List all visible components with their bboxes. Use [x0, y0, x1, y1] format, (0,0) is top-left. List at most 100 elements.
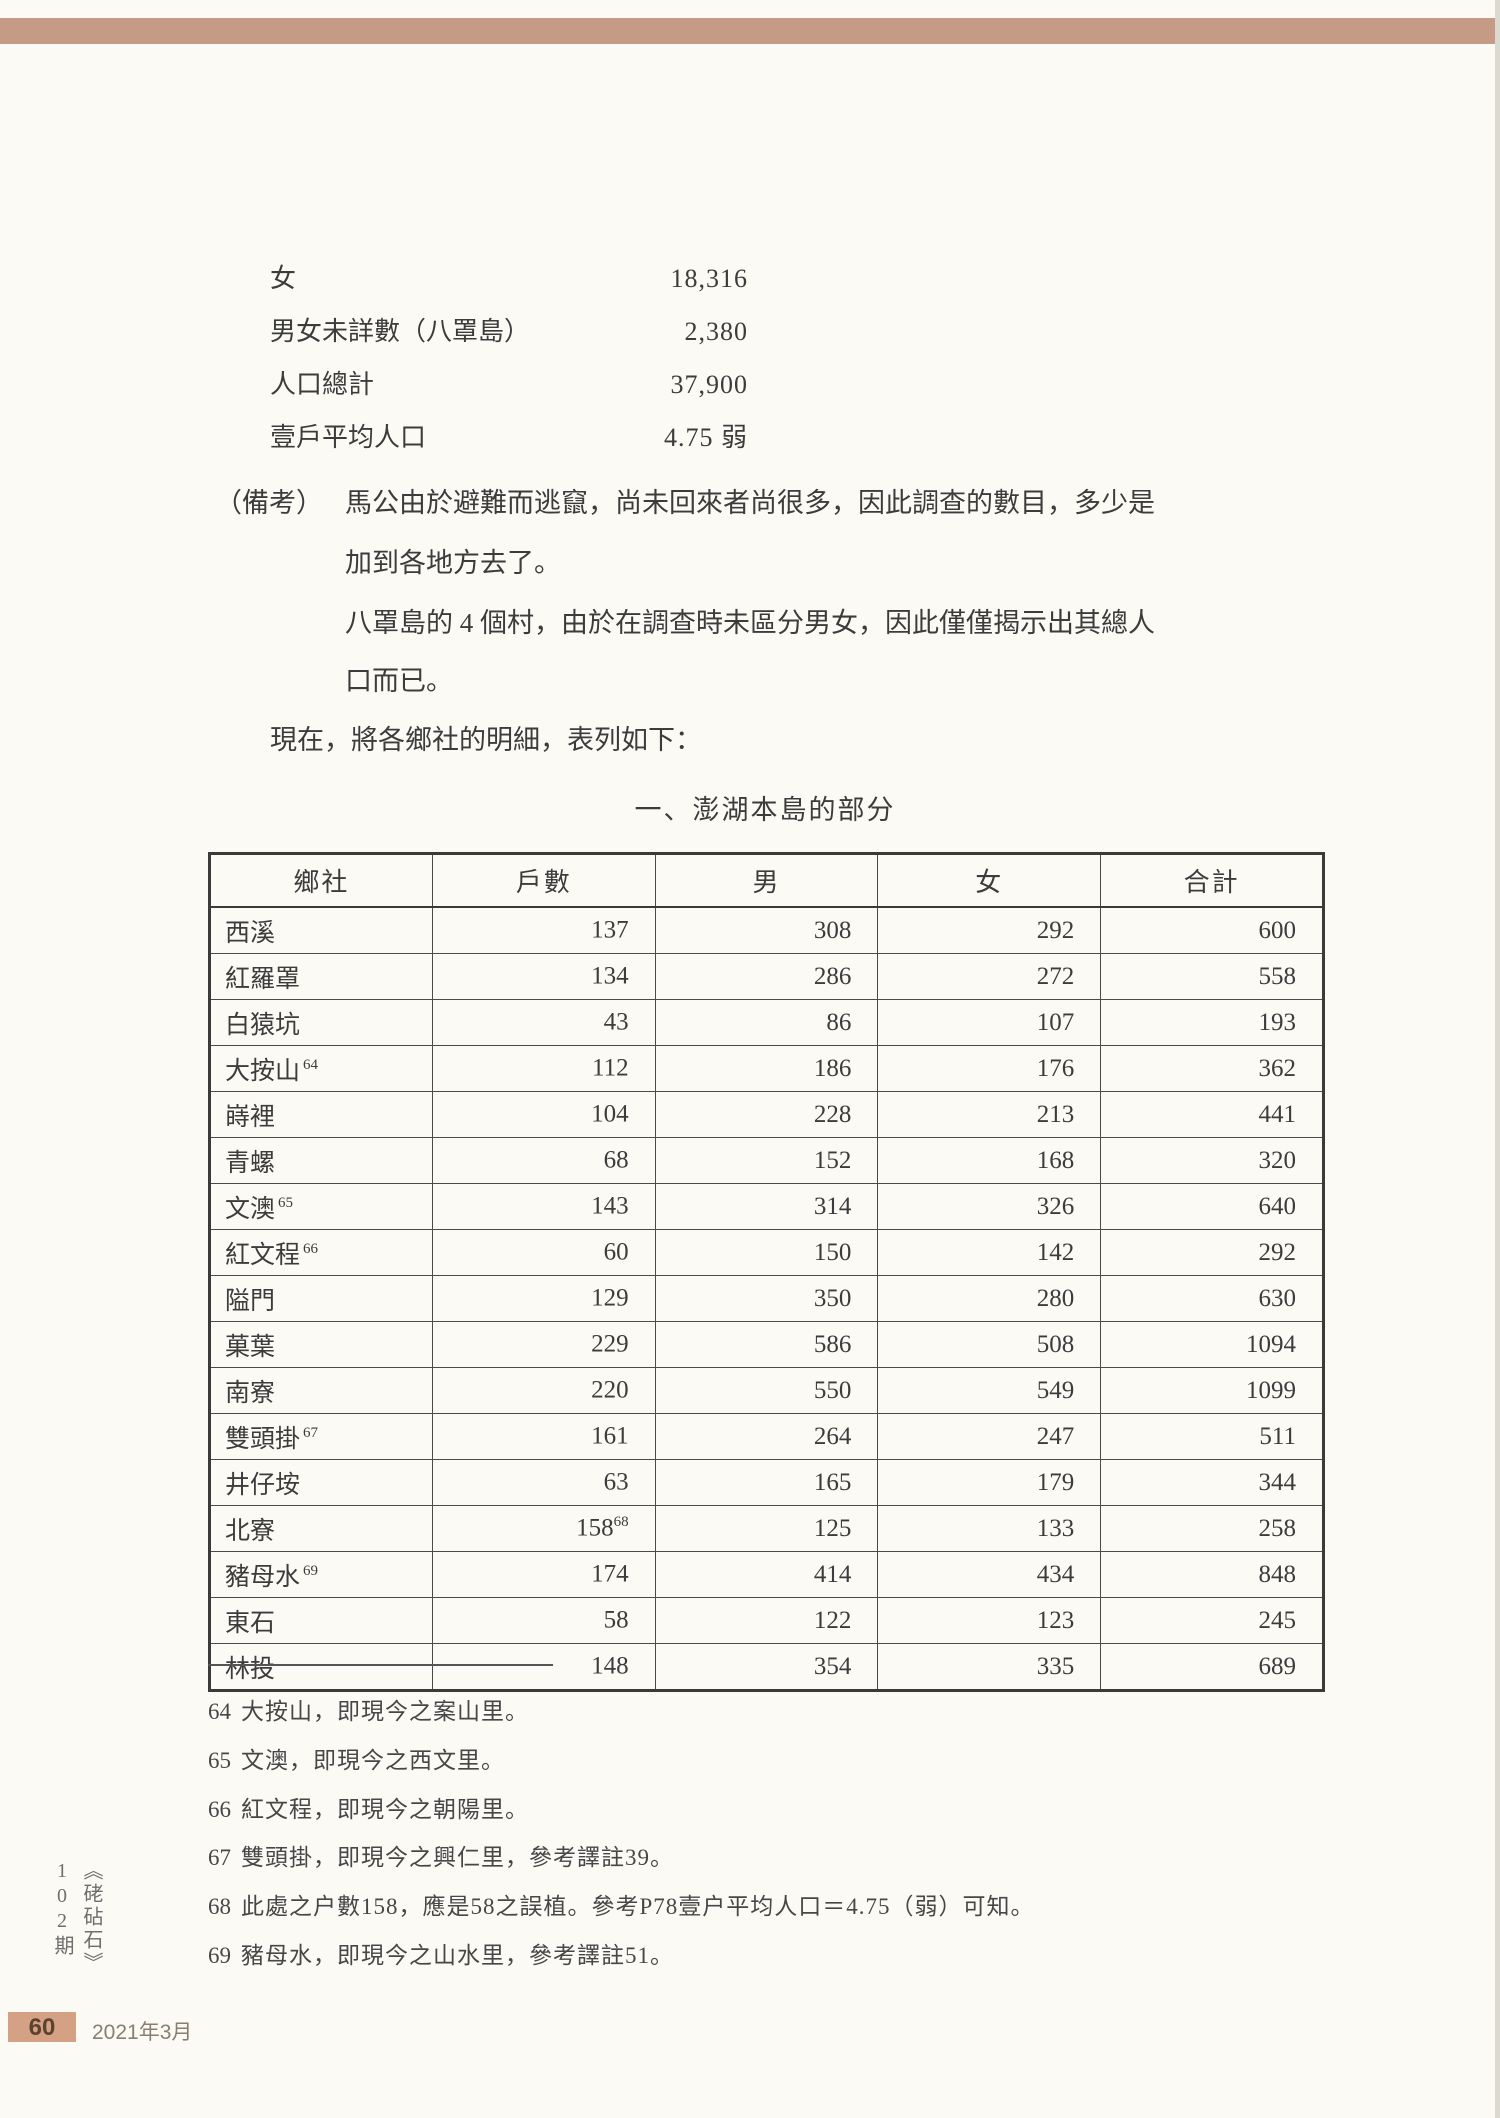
table-row: 北寮 15868 125 133 258 [209, 1505, 1324, 1552]
households-cell: 129 [431, 1275, 656, 1322]
total-cell: 558 [1100, 953, 1324, 1000]
male-cell: 414 [654, 1551, 879, 1598]
village-name-cell: 紅文程 66 [209, 1229, 433, 1276]
footnote-text: 雙頭掛，即現今之興仁里，參考譯註39。 [241, 1845, 674, 1870]
male-cell: 286 [654, 953, 879, 1000]
footnote: 65 文澳，即現今之西文里。 [208, 1741, 505, 1775]
households-cell: 104 [431, 1091, 656, 1138]
village-name-cell: 東石 [209, 1597, 433, 1644]
total-cell: 245 [1100, 1597, 1324, 1644]
households-cell: 148 [431, 1643, 656, 1691]
stat-row-female: 女 18,316 [270, 252, 748, 305]
column-header-village: 鄉社 [209, 853, 433, 908]
village-population-table: 鄉社 戶數 男 女 合計 西溪 137 308 292 600 紅羅罩 134 [208, 852, 1325, 1692]
female-cell: 292 [877, 906, 1102, 954]
total-cell: 630 [1100, 1275, 1324, 1322]
households-cell: 220 [431, 1367, 656, 1414]
stat-value: 4.75 弱 [663, 423, 748, 452]
female-cell: 213 [877, 1091, 1102, 1138]
female-cell: 133 [877, 1505, 1102, 1552]
stat-label: 女 [270, 264, 297, 293]
male-cell: 264 [654, 1413, 879, 1460]
female-cell: 179 [877, 1459, 1102, 1506]
table-header-row: 鄉社 戶數 男 女 合計 [209, 853, 1324, 908]
village-name-cell: 北寮 [209, 1505, 433, 1552]
footnote-separator-rule [208, 1664, 553, 1666]
village-name-cell: 西溪 [209, 906, 433, 954]
male-cell: 354 [654, 1643, 879, 1691]
footnote: 67 雙頭掛，即現今之興仁里，參考譯註39。 [208, 1838, 674, 1872]
footnote: 69 豬母水，即現今之山水里，參考譯註51。 [208, 1936, 674, 1970]
village-name-cell: 井仔垵 [209, 1459, 433, 1506]
households-cell: 134 [431, 953, 656, 1000]
female-cell: 168 [877, 1137, 1102, 1184]
column-header-households: 戶數 [431, 853, 656, 908]
village-name-cell: 紅羅罩 [209, 953, 433, 1000]
stat-row-unspecified: 男女未詳數（八罩島） 2,380 [270, 305, 748, 358]
footnote-number: 65 [208, 1748, 231, 1773]
table-row: 紅羅罩 134 286 272 558 [209, 953, 1324, 1000]
footnote-number: 68 [208, 1894, 231, 1919]
remarks-line-4: 口而已。 [345, 666, 453, 696]
male-cell: 228 [654, 1091, 879, 1138]
footnote-text: 文澳，即現今之西文里。 [241, 1748, 505, 1773]
stat-value: 18,316 [670, 264, 748, 293]
male-cell: 150 [654, 1229, 879, 1276]
households-cell: 68 [431, 1137, 656, 1184]
village-name-cell: 菓葉 [209, 1321, 433, 1368]
households-cell: 43 [431, 999, 656, 1046]
population-table: 鄉社 戶數 男 女 合計 西溪 137 308 292 600 紅羅罩 134 [208, 852, 1325, 1692]
table-row: 白猿坑 43 86 107 193 [209, 999, 1324, 1046]
footnote: 68 此處之户數158，應是58之誤植。參考P78壹户平均人口＝4.75（弱）可知… [208, 1887, 1035, 1921]
table-row: 大按山 64 112 186 176 362 [209, 1045, 1324, 1092]
households-cell: 60 [431, 1229, 656, 1276]
table-row: 嵵裡 104 228 213 441 [209, 1091, 1324, 1138]
stat-value: 37,900 [670, 370, 748, 399]
remarks-line-1: 馬公由於避難而逃竄，尚未回來者尚很多，因此調查的數目，多少是 [345, 488, 1155, 518]
total-cell: 848 [1100, 1551, 1324, 1598]
village-name-cell: 林投 [209, 1643, 433, 1691]
column-header-total: 合計 [1100, 853, 1324, 908]
village-name-cell: 大按山 64 [209, 1045, 433, 1092]
stat-label: 人口總計 [270, 370, 375, 399]
remarks-line-2: 加到各地方去了。 [345, 548, 561, 578]
female-cell: 247 [877, 1413, 1102, 1460]
total-cell: 362 [1100, 1045, 1324, 1092]
table-row: 東石 58 122 123 245 [209, 1597, 1324, 1644]
male-cell: 308 [654, 906, 879, 954]
male-cell: 586 [654, 1321, 879, 1368]
total-cell: 292 [1100, 1229, 1324, 1276]
households-cell: 58 [431, 1597, 656, 1644]
female-cell: 549 [877, 1367, 1102, 1414]
column-header-female: 女 [877, 853, 1102, 908]
male-cell: 152 [654, 1137, 879, 1184]
households-cell: 15868 [431, 1505, 656, 1552]
village-name-cell: 文澳 65 [209, 1183, 433, 1230]
households-cell: 63 [431, 1459, 656, 1506]
households-cell: 112 [431, 1045, 656, 1092]
table-row: 隘門 129 350 280 630 [209, 1275, 1324, 1322]
table-row: 雙頭掛 67 161 264 247 511 [209, 1413, 1324, 1460]
page-number-badge: 60 [8, 2012, 76, 2042]
table-row: 井仔垵 63 165 179 344 [209, 1459, 1324, 1506]
total-cell: 1099 [1100, 1367, 1324, 1414]
village-name-cell: 嵵裡 [209, 1091, 433, 1138]
footnote-number: 66 [208, 1797, 231, 1822]
total-cell: 640 [1100, 1183, 1324, 1230]
male-cell: 550 [654, 1367, 879, 1414]
female-cell: 434 [877, 1551, 1102, 1598]
footnote: 66 紅文程，即現今之朝陽里。 [208, 1790, 529, 1824]
population-summary: 女 18,316 男女未詳數（八罩島） 2,380 人口總計 37,900 壹戶… [270, 252, 748, 464]
table-row: 文澳 65 143 314 326 640 [209, 1183, 1324, 1230]
total-cell: 511 [1100, 1413, 1324, 1460]
households-cell: 174 [431, 1551, 656, 1598]
male-cell: 350 [654, 1275, 879, 1322]
table-row: 青螺 68 152 168 320 [209, 1137, 1324, 1184]
footnote-text: 紅文程，即現今之朝陽里。 [241, 1797, 529, 1822]
male-cell: 125 [654, 1505, 879, 1552]
female-cell: 280 [877, 1275, 1102, 1322]
male-cell: 314 [654, 1183, 879, 1230]
female-cell: 335 [877, 1643, 1102, 1691]
total-cell: 320 [1100, 1137, 1324, 1184]
